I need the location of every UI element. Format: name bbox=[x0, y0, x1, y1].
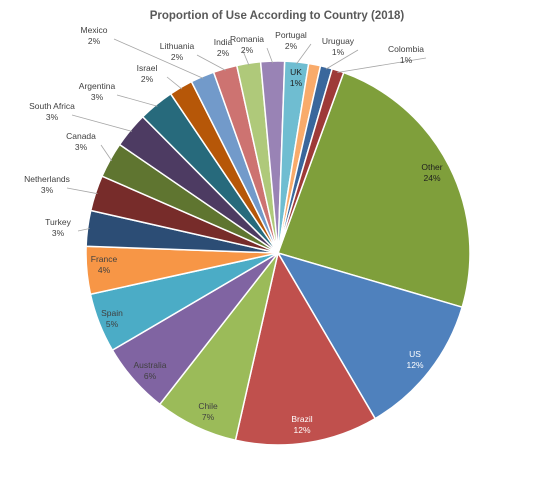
data-label-value: 2% bbox=[171, 52, 184, 62]
leader-line-argentina bbox=[116, 94, 158, 107]
data-label-value: 2% bbox=[141, 74, 154, 84]
data-label-argentina: Argentina 3% bbox=[79, 81, 116, 102]
data-label-name: Turkey bbox=[45, 217, 71, 227]
data-label-value: 7% bbox=[202, 412, 215, 422]
data-label-spain: Spain 5% bbox=[101, 308, 123, 329]
pie-slice-brazil bbox=[234, 250, 377, 446]
data-label-romania: Romania 2% bbox=[230, 34, 264, 55]
data-label-chile: Chile 7% bbox=[198, 401, 218, 422]
data-label-value: 3% bbox=[91, 92, 104, 102]
data-label-name: Israel bbox=[137, 63, 158, 73]
data-label-value: 3% bbox=[46, 112, 59, 122]
data-label-name: Romania bbox=[230, 34, 264, 44]
data-label-value: 4% bbox=[98, 265, 111, 275]
pie-slice-other bbox=[277, 71, 471, 309]
data-label-turkey: Turkey 3% bbox=[45, 217, 71, 238]
data-label-name: Other bbox=[421, 162, 442, 172]
data-label-value: 12% bbox=[293, 425, 310, 435]
data-labels: Other 24%US 12%Brazil 12%Chile 7%Australia 6%… bbox=[24, 25, 443, 435]
data-label-value: 1% bbox=[332, 47, 345, 57]
data-label-value: 2% bbox=[241, 45, 254, 55]
data-label-name: Brazil bbox=[291, 414, 312, 424]
leader-line-mexico bbox=[113, 38, 204, 79]
data-label-value: 3% bbox=[75, 142, 88, 152]
data-label-uruguay: Uruguay 1% bbox=[322, 36, 355, 57]
data-label-value: 24% bbox=[423, 173, 440, 183]
data-label-name: Netherlands bbox=[24, 174, 70, 184]
data-label-name: Lithuania bbox=[160, 41, 195, 51]
data-label-netherlands: Netherlands 3% bbox=[24, 174, 70, 195]
data-label-australia: Australia 6% bbox=[133, 360, 166, 381]
leader-line-netherlands bbox=[66, 187, 98, 195]
data-label-value: 3% bbox=[41, 185, 54, 195]
leader-line-canada bbox=[100, 144, 113, 162]
leader-line-lithuania bbox=[196, 54, 226, 71]
data-label-portugal: Portugal 2% bbox=[275, 30, 307, 51]
data-label-lithuania: Lithuania 2% bbox=[160, 41, 195, 62]
data-label-name: Australia bbox=[133, 360, 166, 370]
data-label-name: US bbox=[409, 349, 421, 359]
leader-line-israel bbox=[166, 76, 183, 90]
leader-line-portugal bbox=[296, 43, 312, 65]
data-label-name: Mexico bbox=[81, 25, 108, 35]
label-leader-lines bbox=[66, 38, 427, 232]
data-label-name: Chile bbox=[198, 401, 218, 411]
data-label-name: Argentina bbox=[79, 81, 116, 91]
data-label-colombia: Colombia 1% bbox=[388, 44, 424, 65]
leader-line-romania bbox=[266, 47, 274, 64]
data-label-canada: Canada 3% bbox=[66, 131, 96, 152]
leader-line-south-africa bbox=[71, 114, 133, 132]
data-label-uk: UK 1% bbox=[290, 67, 303, 88]
data-label-name: Portugal bbox=[275, 30, 307, 40]
data-label-us: US 12% bbox=[406, 349, 423, 370]
data-label-france: France 4% bbox=[91, 254, 118, 275]
data-label-value: 3% bbox=[52, 228, 65, 238]
data-label-name: Uruguay bbox=[322, 36, 355, 46]
data-label-name: Canada bbox=[66, 131, 96, 141]
data-label-other: Other 24% bbox=[421, 162, 442, 183]
leader-line-india bbox=[242, 50, 250, 66]
data-label-value: 2% bbox=[285, 41, 298, 51]
data-label-israel: Israel 2% bbox=[137, 63, 158, 84]
data-label-value: 1% bbox=[400, 55, 413, 65]
leader-line-uruguay bbox=[325, 49, 359, 70]
pie-slices bbox=[85, 60, 471, 446]
data-label-value: 1% bbox=[290, 78, 303, 88]
data-label-name: Colombia bbox=[388, 44, 424, 54]
data-label-value: 6% bbox=[144, 371, 157, 381]
data-label-name: Spain bbox=[101, 308, 123, 318]
data-label-value: 2% bbox=[88, 36, 101, 46]
data-label-south-africa: South Africa 3% bbox=[29, 101, 75, 122]
data-label-mexico: Mexico 2% bbox=[81, 25, 108, 46]
data-label-brazil: Brazil 12% bbox=[291, 414, 312, 435]
data-label-name: South Africa bbox=[29, 101, 75, 111]
data-label-value: 12% bbox=[406, 360, 423, 370]
pie-slice-colombia bbox=[277, 67, 345, 254]
data-label-name: UK bbox=[290, 67, 302, 77]
data-label-india: India 2% bbox=[214, 37, 233, 58]
data-label-name: France bbox=[91, 254, 118, 264]
leader-line-colombia bbox=[337, 57, 427, 73]
chart-title: Proportion of Use According to Country (… bbox=[150, 10, 405, 22]
data-label-value: 5% bbox=[106, 319, 119, 329]
leader-line-turkey bbox=[77, 228, 90, 232]
data-label-name: India bbox=[214, 37, 233, 47]
data-label-value: 2% bbox=[217, 48, 230, 58]
pie-slice-us bbox=[276, 251, 464, 420]
